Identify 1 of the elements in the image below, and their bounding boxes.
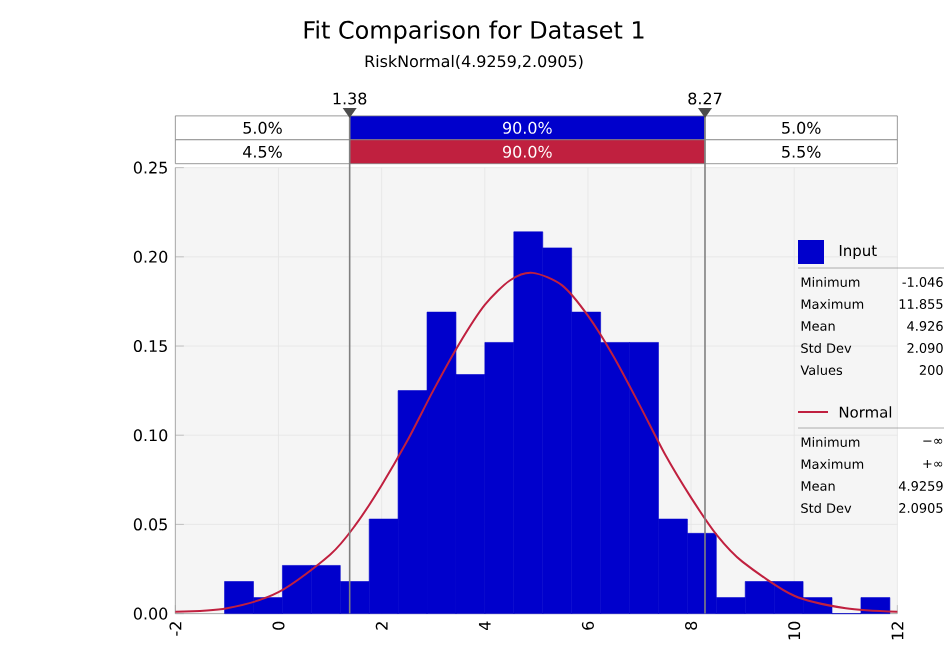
chart-title: Fit Comparison for Dataset 1 [304, 20, 644, 44]
